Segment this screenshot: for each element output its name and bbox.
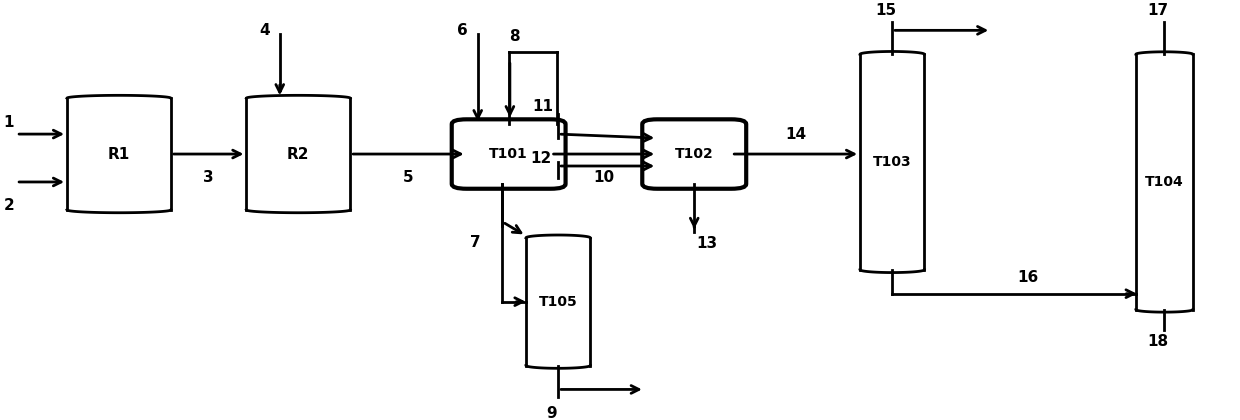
Text: 13: 13 [696,236,717,251]
Text: 6: 6 [458,23,469,38]
Text: R1: R1 [108,147,130,162]
Text: 10: 10 [594,171,615,186]
Text: 12: 12 [531,150,552,165]
Text: 14: 14 [785,126,806,142]
Text: 17: 17 [1148,3,1169,18]
Text: 4: 4 [259,23,270,38]
Text: 5: 5 [403,171,414,186]
Text: T101: T101 [490,147,528,161]
Text: 16: 16 [1018,270,1039,285]
Text: 3: 3 [203,171,215,186]
Text: T102: T102 [675,147,713,161]
Text: 8: 8 [510,29,520,44]
Text: 11: 11 [533,99,554,114]
Text: 15: 15 [875,3,897,18]
Text: 7: 7 [470,235,481,250]
Text: 1: 1 [4,115,14,130]
Text: 2: 2 [4,198,14,213]
FancyBboxPatch shape [642,119,746,189]
Text: 18: 18 [1148,334,1169,349]
Text: 9: 9 [547,406,557,420]
Text: R2: R2 [288,147,310,162]
FancyBboxPatch shape [451,119,565,189]
Text: T105: T105 [538,295,578,309]
Text: T103: T103 [873,155,911,169]
Text: T104: T104 [1145,175,1184,189]
